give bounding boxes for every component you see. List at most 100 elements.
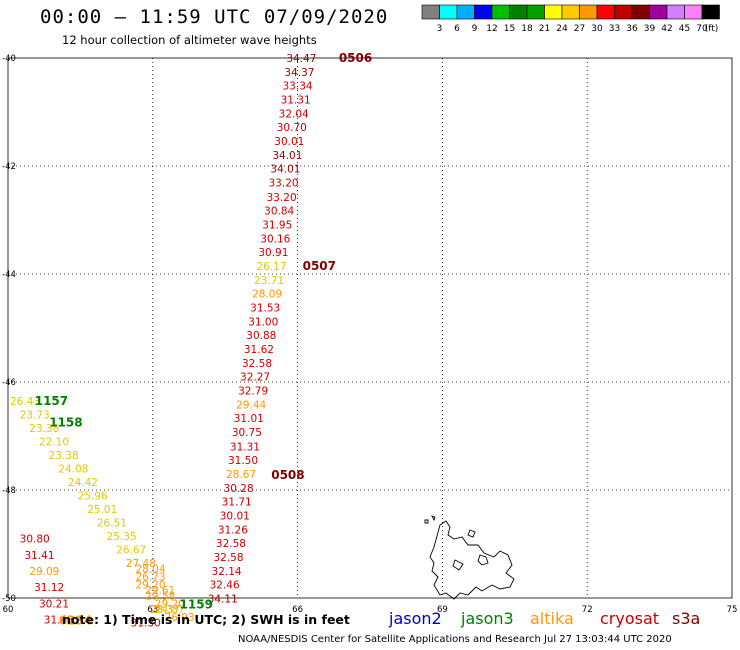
x-tick-label: 60 xyxy=(3,605,14,615)
time-label: 1157 xyxy=(35,394,68,408)
wave-height-label: 30.70 xyxy=(277,122,307,134)
wave-height-label: 30.80 xyxy=(20,534,50,546)
legend-item-altika: altika xyxy=(530,609,574,628)
x-tick-label: 75 xyxy=(727,605,738,615)
wave-height-label: 22.10 xyxy=(39,436,69,448)
legend-item-cryosat: cryosat xyxy=(600,609,660,628)
wave-height-label: 31.01 xyxy=(234,413,264,425)
wave-height-label: 30.91 xyxy=(258,247,288,259)
wave-height-label: 30.75 xyxy=(232,427,262,439)
colorbar-tick-label: 6 xyxy=(454,24,460,34)
wave-height-label: 26.73 xyxy=(135,571,165,583)
wave-height-label: 29.20 xyxy=(155,598,185,610)
y-tick-label: -42 xyxy=(2,162,16,172)
wave-height-label: 30.01 xyxy=(274,136,304,148)
x-tick-label: 69 xyxy=(437,605,448,615)
wave-height-label: 31.95 xyxy=(262,219,292,231)
colorbar-tick-label: 36 xyxy=(626,24,638,34)
chart-title: 00:00 – 11:59 UTC 07/09/2020 xyxy=(40,6,389,28)
wave-height-label: 31.53 xyxy=(250,302,280,314)
wave-height-label: 32.58 xyxy=(216,538,246,550)
wave-height-label: 31.31 xyxy=(230,441,260,453)
y-tick-label: -44 xyxy=(2,270,16,280)
wave-height-label: 23.73 xyxy=(20,409,50,421)
wave-height-label: 32.27 xyxy=(240,372,270,384)
colorbar-tick-label: 9 xyxy=(472,24,478,34)
colorbar-tick-label: 30 xyxy=(591,24,603,34)
wave-height-label: 31.12 xyxy=(34,582,64,594)
x-tick-label: 72 xyxy=(582,605,593,615)
wave-height-label: 31.41 xyxy=(24,550,54,562)
wave-height-label: 34.37 xyxy=(284,67,314,79)
colorbar-tick-label: 15 xyxy=(504,24,515,34)
time-label: 0508 xyxy=(271,468,304,482)
wave-height-label: 34.47 xyxy=(286,53,316,65)
wave-height-label: 29.09 xyxy=(29,566,59,578)
wave-height-label: 27.48 xyxy=(126,558,156,570)
wave-height-label: 31.50 xyxy=(228,455,258,467)
footer-credit: NOAA/NESDIS Center for Satellite Applica… xyxy=(238,634,672,645)
time-label: 0234 xyxy=(59,614,92,628)
colorbar-tick-label: (ft) xyxy=(705,24,719,34)
plot-frame xyxy=(7,57,733,599)
wave-height-label: 32.04 xyxy=(279,109,309,121)
x-tick-label: 66 xyxy=(292,605,303,615)
legend-item-jason2: jason2 xyxy=(389,609,442,628)
wave-height-label: 32.14 xyxy=(212,566,242,578)
wave-height-label: 31.62 xyxy=(244,344,274,356)
wave-height-label: 32.79 xyxy=(238,386,268,398)
colorbar-tick-label: 45 xyxy=(679,24,690,34)
wave-height-label: 31.30 xyxy=(131,617,161,629)
y-tick-label: -50 xyxy=(2,594,16,604)
colorbar-swatch xyxy=(701,4,720,20)
chart-subtitle: 12 hour collection of altimeter wave hei… xyxy=(62,33,317,47)
y-tick-label: -40 xyxy=(2,54,16,64)
colorbar-tick-label: 3 xyxy=(437,24,443,34)
wave-height-label: 30.88 xyxy=(246,330,276,342)
wave-height-label: 24.42 xyxy=(68,477,98,489)
wave-height-label: 26.51 xyxy=(97,517,127,529)
wave-height-label: 25.96 xyxy=(78,490,108,502)
wave-height-label: 26.93 xyxy=(164,612,194,624)
y-tick-label: -48 xyxy=(2,486,16,496)
legend-item-jason3: jason3 xyxy=(461,609,514,628)
wave-height-label: 33.34 xyxy=(283,81,313,93)
wave-height-label: 28.37 xyxy=(150,604,180,616)
colorbar-tick-label: 70 xyxy=(696,24,708,34)
wave-height-label: 24.08 xyxy=(58,463,88,475)
wave-height-label: 30.28 xyxy=(224,483,254,495)
wave-height-label: 28.04 xyxy=(135,563,165,575)
wave-height-label: 26.17 xyxy=(256,261,286,273)
legend-item-s3a: s3a xyxy=(672,609,701,628)
wave-height-label: 24.87 xyxy=(155,604,185,616)
wave-height-label: 30.01 xyxy=(220,510,250,522)
y-tick-label: -46 xyxy=(2,378,16,388)
wave-height-label: 23.38 xyxy=(29,423,59,435)
wave-height-label: 29.44 xyxy=(236,400,266,412)
wave-height-label: 30.84 xyxy=(264,205,294,217)
time-label: 1159 xyxy=(180,597,213,611)
wave-height-label: 31.00 xyxy=(248,317,278,329)
colorbar-tick-label: 12 xyxy=(486,24,497,34)
wave-height-label: 29.58 xyxy=(145,590,175,602)
time-label: 0507 xyxy=(303,259,336,273)
wave-height-label: 34.11 xyxy=(208,594,238,606)
time-label: 0506 xyxy=(339,51,372,65)
colorbar-tick-label: 39 xyxy=(644,24,656,34)
wave-height-label: 26.43 xyxy=(10,396,40,408)
wave-height-label: 32.46 xyxy=(210,580,240,592)
x-tick-label: 63 xyxy=(147,605,158,615)
wave-height-label: 34.01 xyxy=(272,150,302,162)
color-scale-bar: 3 6 9 12 15 18 21 24 27 30 33 36 39 42 45 70(ft) xyxy=(421,4,720,34)
wave-height-label: 29.61 xyxy=(145,585,175,597)
wave-height-label: 33.20 xyxy=(269,178,299,190)
colorbar-tick-label: 18 xyxy=(521,24,533,34)
wave-height-label: 33.20 xyxy=(267,192,297,204)
wave-height-label: 25.01 xyxy=(87,504,117,516)
wave-height-label: 32.58 xyxy=(242,358,272,370)
footer-note: note: 1) Time is in UTC; 2) SWH is in fe… xyxy=(62,612,350,627)
wave-height-label: 31.31 xyxy=(281,95,311,107)
wave-height-label: 29.20 xyxy=(135,580,165,592)
colorbar-tick-label: 42 xyxy=(661,24,672,34)
